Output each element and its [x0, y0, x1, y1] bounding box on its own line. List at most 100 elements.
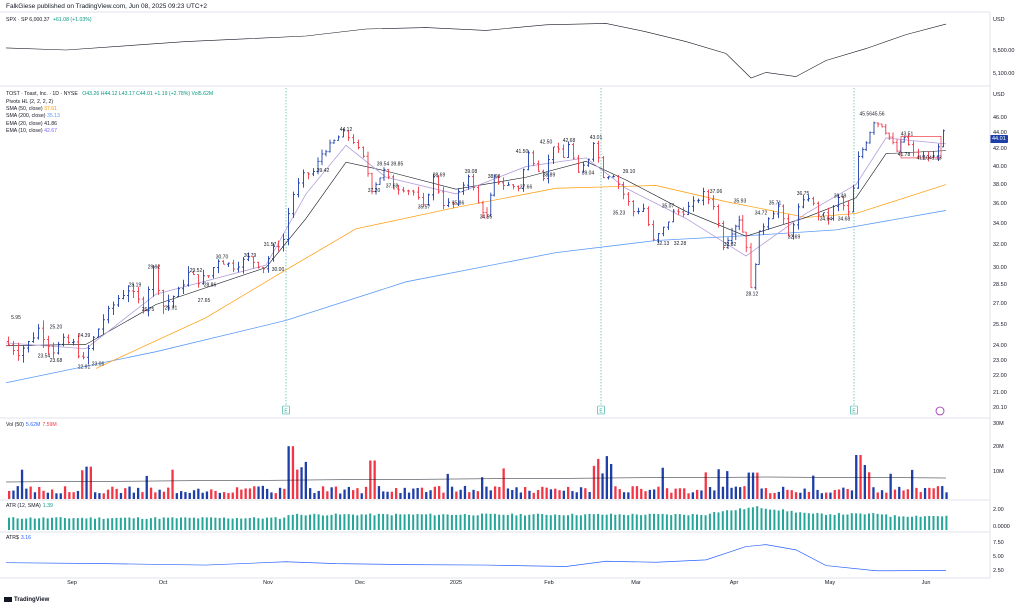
- atr-bar: [330, 514, 333, 530]
- volume-bar: [919, 492, 922, 499]
- atr-bar: [377, 513, 380, 530]
- atr-tick-2: 0.0000: [993, 524, 1010, 530]
- main-tick-label: 46.00: [993, 114, 1007, 121]
- volume-bar: [313, 493, 316, 499]
- swing-label: 43.51: [901, 132, 914, 138]
- atr-bar: [773, 509, 776, 530]
- volume-bar: [549, 489, 553, 499]
- spx-tick-2: 5,100.00: [993, 71, 1015, 77]
- consolidation-box: [900, 135, 942, 159]
- swing-label: 34.68: [838, 217, 851, 223]
- atr-bar: [837, 513, 840, 530]
- atr-bar: [631, 513, 634, 530]
- volume-bar: [429, 490, 432, 499]
- swing-label: 41.78: [898, 152, 911, 158]
- swing-label: 38.89: [543, 172, 556, 178]
- earnings-marker: [597, 405, 605, 415]
- atr-bar: [936, 516, 939, 530]
- atr-bar: [519, 513, 522, 530]
- volume-bar: [382, 491, 385, 499]
- volume-bar: [674, 488, 677, 499]
- atr-bar: [592, 514, 595, 530]
- atr-bar: [63, 517, 66, 530]
- volume-bar: [223, 492, 226, 499]
- volume-bar: [227, 493, 230, 499]
- atr-bar: [55, 517, 58, 530]
- volume-bar: [717, 469, 720, 499]
- swing-label: 34.55: [480, 214, 493, 220]
- volume-bar: [567, 486, 570, 499]
- legend-ema10: EMA (10, close) 42.67: [6, 127, 58, 134]
- volume-bar: [631, 486, 634, 499]
- volume-bar: [468, 492, 471, 499]
- symbol-title: TOST · Toast, Inc. · 1D · NYSE: [6, 91, 78, 97]
- volume-bar: [756, 472, 759, 499]
- atr-bar: [386, 514, 389, 530]
- volume-bar: [911, 469, 914, 499]
- volume-bar: [352, 490, 355, 499]
- volume-bar: [175, 493, 178, 499]
- volume-bar: [846, 489, 849, 499]
- volume-bar: [807, 491, 811, 499]
- swing-label: 29.52: [190, 268, 203, 274]
- volume-bar: [743, 486, 746, 499]
- atr-bar: [777, 510, 780, 530]
- volume-bar: [498, 486, 501, 499]
- atr-bar: [829, 514, 832, 530]
- atr-bar: [524, 515, 526, 530]
- atr-bar: [287, 515, 290, 530]
- swing-label: 45.5645.56: [859, 111, 884, 117]
- atr-bar: [799, 512, 802, 530]
- atr-bar: [210, 517, 213, 530]
- swing-label: 41.50: [516, 149, 529, 155]
- volume-bar: [149, 487, 153, 499]
- atr-bar: [141, 518, 144, 530]
- atr-bar: [601, 514, 604, 530]
- volume-bar: [601, 473, 604, 499]
- volume-bar: [356, 488, 359, 499]
- atr-bar: [605, 514, 608, 530]
- volume-bar: [132, 492, 135, 499]
- volume-bar: [343, 489, 346, 499]
- volume-bar: [825, 492, 828, 499]
- volume-bar: [790, 490, 793, 499]
- volume-bar: [876, 492, 879, 499]
- atr-bar: [369, 513, 372, 530]
- atr-bar: [506, 514, 509, 530]
- atr-bar: [700, 514, 703, 530]
- earnings-marker: [850, 405, 858, 415]
- atrs-tick-1: 7.50: [993, 540, 1004, 546]
- swing-label: 35.23: [613, 210, 626, 216]
- atr-bar: [89, 517, 92, 530]
- swing-label: 5.95: [11, 315, 21, 321]
- atr-bar: [614, 514, 617, 530]
- atr-bar: [751, 507, 754, 530]
- volume-bar: [111, 486, 114, 499]
- atr-bar: [154, 517, 157, 530]
- volume-bar: [416, 488, 419, 499]
- atr-bar: [446, 514, 449, 530]
- atr-bar: [721, 511, 724, 530]
- volume-bar: [644, 491, 647, 499]
- swing-label: 22.91: [78, 364, 91, 370]
- swing-label: 37.68: [386, 183, 399, 189]
- volume-bar: [205, 491, 209, 499]
- atr-bar: [175, 518, 178, 530]
- volume-bar: [46, 492, 49, 499]
- volume-bar: [532, 492, 535, 499]
- atr-bar: [214, 517, 217, 530]
- volume-bar: [850, 490, 854, 499]
- volume-bar: [287, 446, 290, 499]
- volume-bar: [536, 490, 540, 499]
- swing-label: 30.79: [244, 253, 257, 259]
- atr-bar: [562, 515, 565, 530]
- swing-label: 39.42: [317, 168, 330, 174]
- atr-bar: [25, 518, 28, 530]
- spx-currency: USD: [993, 17, 1005, 23]
- atr-bar: [584, 514, 587, 530]
- volume-bar: [192, 490, 196, 499]
- volume-bar: [425, 492, 428, 499]
- atr-bar: [119, 517, 122, 530]
- atr-bar: [915, 515, 918, 530]
